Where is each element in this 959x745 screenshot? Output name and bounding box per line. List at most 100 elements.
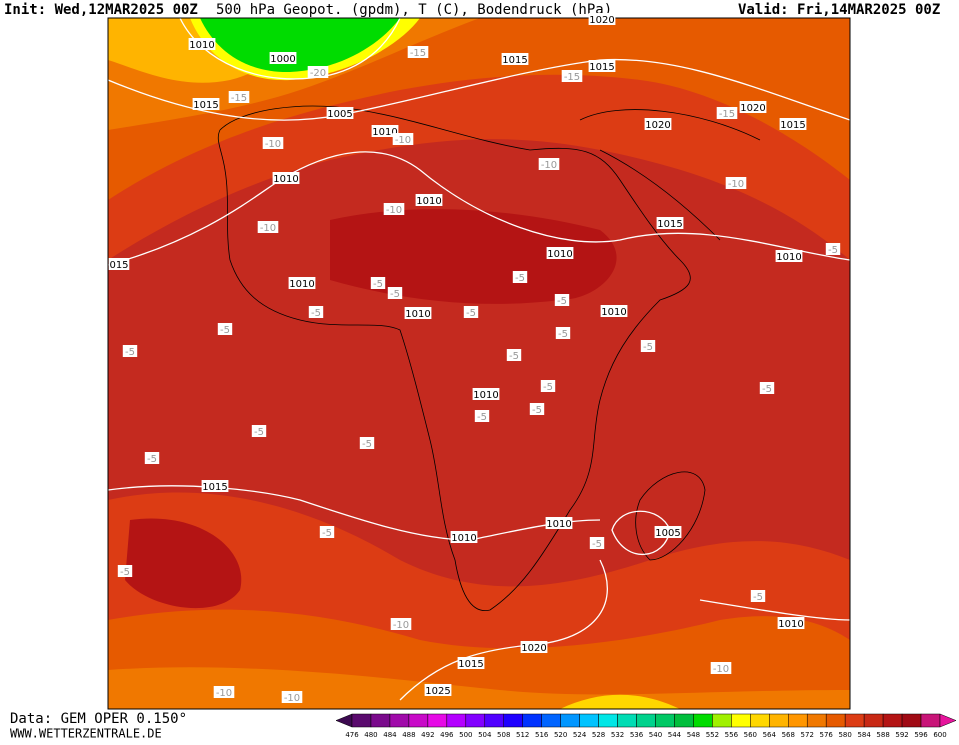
- isobar-label: 1020: [740, 103, 765, 114]
- temperature-label-box: [540, 380, 556, 392]
- isobar-label-box: [371, 125, 399, 137]
- isobar-label: 1010: [416, 196, 441, 207]
- colorbar-label: 588: [876, 731, 889, 739]
- isobar-label: 1010: [289, 279, 314, 290]
- isobar-label: 1005: [327, 109, 352, 120]
- temperature-label: -5: [311, 308, 321, 319]
- isobar-label: 1015: [589, 62, 614, 73]
- isobar-label: 1015: [202, 482, 227, 493]
- temperature-label: -5: [509, 351, 519, 362]
- temperature-label: -5: [322, 528, 332, 539]
- colorbar-box: [750, 713, 770, 728]
- colorbar-box: [579, 713, 599, 728]
- temperature-label: -5: [466, 308, 476, 319]
- temperature-label-box: [474, 410, 490, 422]
- colorbar-label: 548: [687, 731, 700, 739]
- temperature-label: -15: [719, 109, 735, 120]
- temperature-label: -5: [125, 347, 135, 358]
- map-frame: [107, 17, 851, 710]
- site-name: WWW.WETTERZENTRALE.DE: [10, 727, 162, 741]
- temperature-label: -5: [477, 412, 487, 423]
- colorbar-label: 516: [535, 731, 549, 739]
- colorbar-box: [731, 713, 751, 728]
- isobar-label-box: [108, 258, 130, 270]
- isobar-label-box: [450, 531, 478, 543]
- temperature-label-box: [307, 66, 329, 78]
- isobar-label-box: [269, 52, 297, 64]
- temperature-label: -5: [254, 427, 264, 438]
- colorbar-label: 536: [630, 731, 644, 739]
- temperature-label: -5: [643, 342, 653, 353]
- field-band: [560, 694, 680, 709]
- data-source: Data: GEM OPER 0.150°: [10, 711, 187, 727]
- isobar-label: 1010: [601, 307, 626, 318]
- colorbar-box: [503, 713, 523, 728]
- isobar-label-box: [779, 118, 807, 130]
- temperature-label-box: [529, 403, 545, 415]
- isobar-label-box: [288, 277, 316, 289]
- isobar-label: 1010: [776, 252, 801, 263]
- isobar-label: 1015: [780, 120, 805, 131]
- temperature-label: -10: [728, 179, 744, 190]
- colorbar-arrow-right: [939, 713, 957, 728]
- isobar-label-box: [777, 617, 805, 629]
- isobar-label: 1005: [655, 528, 680, 539]
- colorbar-label: 488: [402, 731, 415, 739]
- isobar-label-box: [188, 38, 216, 50]
- isobar-label: 1010: [405, 309, 430, 320]
- temperature-label: -5: [543, 382, 553, 393]
- colorbar-box: [806, 713, 827, 728]
- isobar-label-box: [457, 657, 485, 669]
- temperature-label: -5: [592, 539, 602, 550]
- colorbar-box: [636, 713, 656, 728]
- colorbar-label: 596: [914, 731, 928, 739]
- colorbar-label: 524: [573, 731, 587, 739]
- temperature-label-box: [144, 452, 160, 464]
- colorbar-label: 480: [364, 731, 377, 739]
- temperature-label-box: [308, 306, 324, 318]
- temperature-label-box: [512, 271, 528, 283]
- isobar-label: 1000: [270, 54, 295, 65]
- colorbar-label: 572: [801, 731, 814, 739]
- temperature-label: -10: [260, 223, 276, 234]
- isobar-label: 015: [109, 260, 128, 271]
- isobar-label: 1010: [189, 40, 214, 51]
- isobar-label-box: [775, 250, 803, 262]
- isobar-label-box: [472, 388, 500, 400]
- colorbar-box: [389, 713, 410, 728]
- colorbar-box: [541, 713, 561, 728]
- temperature-label-box: [640, 340, 656, 352]
- colorbar-box: [351, 713, 372, 728]
- temperature-label-box: [555, 327, 571, 339]
- temperature-label: -5: [373, 279, 383, 290]
- isobar-label-box: [520, 641, 548, 653]
- field-band: [200, 18, 400, 73]
- colorbar-box: [788, 713, 808, 728]
- isobar-label: 1010: [547, 249, 572, 260]
- isobar-label: 1020: [521, 643, 546, 654]
- colorbar-label: 500: [459, 731, 472, 739]
- temperature-label-box: [122, 345, 138, 357]
- colorbar-label: 564: [763, 731, 777, 739]
- temperature-label: -10: [541, 160, 557, 171]
- isobar-label-box: [545, 517, 573, 529]
- contour-labels: 1010 1000 1015 1015 1015 1005 1010 1020 1020 1015…: [108, 13, 841, 704]
- field-band: [125, 518, 242, 609]
- isobar-label-box: [201, 480, 229, 492]
- isobar-label-box: [415, 194, 443, 206]
- temperature-label: -5: [120, 567, 130, 578]
- colorbar-label: 600: [933, 731, 946, 739]
- colorbar-box: [863, 713, 884, 728]
- isobar-label: 1015: [458, 659, 483, 670]
- init-time: Init: Wed,12MAR2025 00Z: [4, 2, 198, 18]
- colorbar-box: [693, 713, 713, 728]
- temperature-label-box: [370, 277, 386, 289]
- temperature-label: -5: [390, 289, 400, 300]
- temperature-label-box: [589, 537, 605, 549]
- colorbar-box: [465, 713, 486, 728]
- isobar-label: 1010: [473, 390, 498, 401]
- temperature-label-box: [725, 177, 747, 189]
- isobar-label-box: [588, 13, 616, 25]
- temperature-label: -15: [231, 93, 247, 104]
- colorbar-label: 576: [820, 731, 834, 739]
